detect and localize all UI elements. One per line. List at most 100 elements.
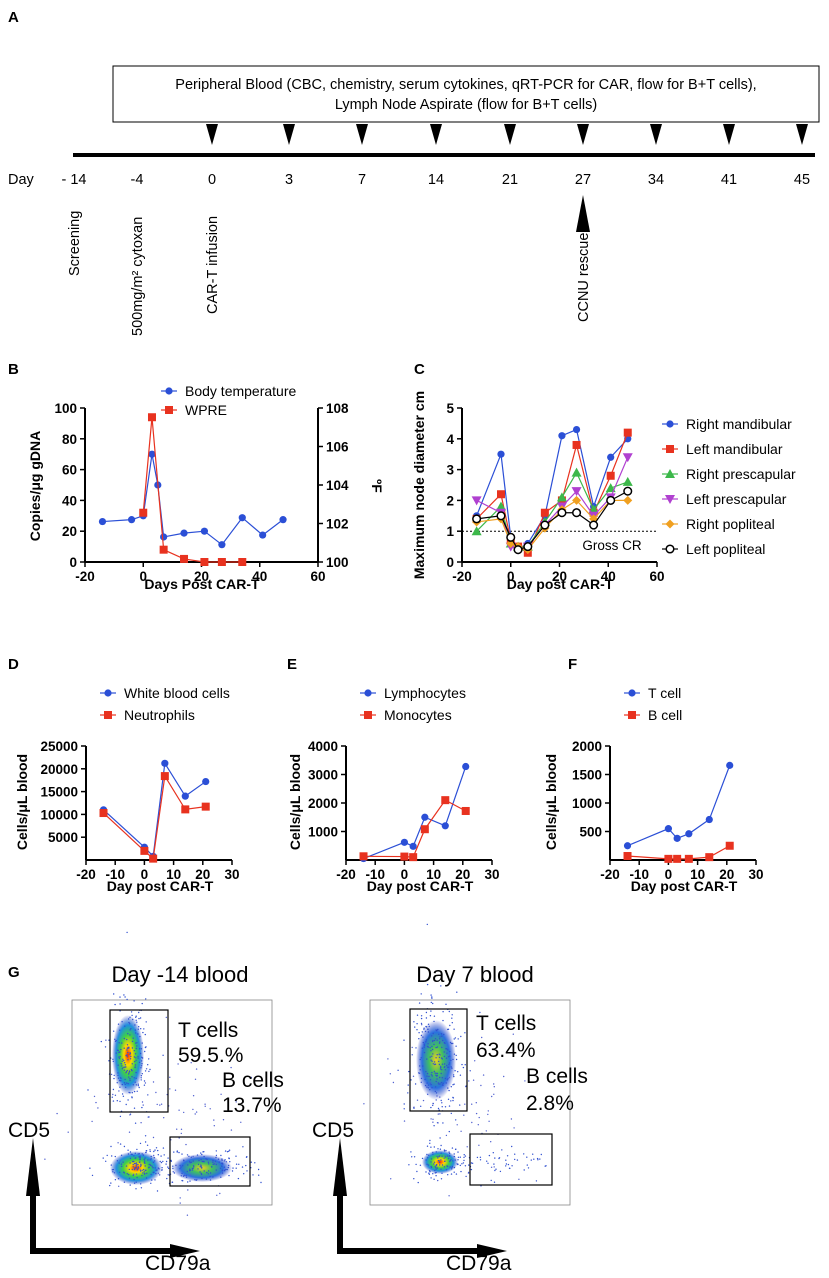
flow-event-dot (113, 993, 115, 995)
data-point (623, 842, 632, 850)
flow-event-dot (413, 1106, 415, 1108)
flow-event-dot (460, 1130, 462, 1133)
flow-event-dot (139, 1161, 141, 1163)
flow-event-dot (387, 1058, 389, 1060)
flow-event-dot (441, 1155, 443, 1157)
ticks-d: -20 -10 0 10 20 30 5000 10000 15000 20000 25000 (40, 739, 239, 882)
flow-event-dot (125, 1086, 127, 1089)
flow-event-dot (425, 1171, 427, 1173)
flow-event-dot (423, 1043, 425, 1045)
flow-event-dot (438, 1033, 440, 1036)
flow-event-dot (133, 1160, 135, 1163)
data-point (497, 490, 505, 499)
flow-event-dot (131, 1070, 133, 1072)
flow-event-dot (185, 1143, 187, 1146)
flow-event-dot (192, 1160, 194, 1162)
flow-event-dot (453, 1166, 456, 1169)
data-point (128, 516, 136, 524)
flow-event-dot (176, 1150, 178, 1152)
flow-event-dot (108, 1093, 110, 1096)
flow-event-dot (115, 1039, 117, 1042)
flow-event-dot (118, 1056, 120, 1058)
data-point (421, 813, 429, 821)
flow-event-dot (464, 1032, 466, 1034)
flow-event-dot (439, 1164, 441, 1166)
flow-event-dot (460, 1035, 462, 1038)
legend-f: T cell B cell (624, 685, 682, 723)
flow-event-dot (444, 1155, 446, 1157)
legend-label: Left prescapular (686, 491, 787, 507)
flow-event-dot (463, 1114, 465, 1116)
flow-event-dot (142, 1104, 144, 1106)
flow-event-dot (145, 1177, 148, 1179)
flow-event-dot (430, 1010, 432, 1012)
flow-event-dot (116, 1100, 119, 1102)
flow-event-dot (126, 1049, 128, 1051)
flow-event-dot (137, 1153, 139, 1155)
flow-event-dot (127, 1149, 129, 1151)
flow-event-dot (117, 1064, 119, 1066)
data-point (202, 777, 210, 786)
data-point (606, 471, 615, 480)
flow-event-dot (432, 1032, 434, 1035)
flow-event-dot (438, 1083, 440, 1085)
flow-event-dot (123, 994, 125, 996)
flow-event-dot (415, 1047, 417, 1049)
flow-event-dot (119, 1029, 121, 1031)
flow-event-dot (425, 1041, 427, 1043)
flow-event-dot (465, 1085, 467, 1088)
flow-event-dot (131, 1040, 134, 1043)
flow-event-dot (126, 998, 128, 1001)
flow-event-dot (419, 1058, 421, 1061)
x-tick-label: 10 (166, 867, 181, 882)
flow-event-dot (155, 1091, 157, 1094)
flow-event-dot (526, 1164, 528, 1166)
data-point (99, 809, 108, 818)
flow-event-dot (420, 1015, 423, 1017)
flow-event-dot (174, 1089, 177, 1091)
flow-event-dot (197, 1168, 199, 1170)
flow-event-dot (392, 1081, 395, 1084)
ccnu-arrow (576, 195, 590, 232)
flow-event-dot (203, 1170, 205, 1172)
flow-event-dot (455, 1058, 458, 1061)
flow-event-dot (134, 1152, 136, 1155)
flow-event-dot (493, 1083, 495, 1085)
flow-event-dot (93, 1095, 96, 1098)
flow-event-dot (535, 1180, 538, 1182)
flow-event-dot (448, 1155, 450, 1157)
flow-event-dot (137, 1055, 139, 1058)
flow-event-dot (137, 1057, 139, 1059)
data-point (409, 842, 417, 850)
flow-event-dot (472, 1079, 475, 1081)
flow-event-dot (128, 1046, 130, 1049)
flow-event-dot (116, 1082, 118, 1084)
day-tick: -4 (131, 172, 144, 188)
flow-event-dot (117, 1178, 120, 1180)
flow-event-dot (433, 1146, 435, 1148)
y-tick-label: 20 (62, 524, 77, 539)
flow-event-dot (433, 1043, 435, 1046)
flow-event-dot (139, 1017, 142, 1019)
flow-event-dot (133, 1050, 135, 1052)
t-cells-label-right: T cells (476, 1012, 536, 1035)
t-cell-gate-right (409, 1008, 468, 1112)
flow-event-dot (218, 1161, 220, 1163)
flow-event-dot (441, 1084, 444, 1086)
flow-event-dot (390, 1178, 392, 1180)
y-tick-label: 1500 (572, 768, 602, 783)
sampling-arrow (430, 124, 442, 145)
flow-event-dot (143, 1173, 146, 1175)
flow-event-dot (414, 1083, 417, 1085)
flow-event-dot (129, 1029, 131, 1031)
flow-event-dot (145, 1068, 148, 1070)
flow-event-dot (440, 1099, 442, 1102)
flow-event-dot (452, 1160, 454, 1162)
flow-event-dot (442, 1039, 444, 1042)
flow-event-dot (412, 1075, 415, 1078)
flow-event-dot (491, 1095, 493, 1098)
flow-event-dot (416, 1029, 418, 1031)
flow-event-dot (148, 1116, 150, 1118)
flow-event-dot (182, 1180, 184, 1182)
flow-event-dot (488, 1154, 491, 1157)
